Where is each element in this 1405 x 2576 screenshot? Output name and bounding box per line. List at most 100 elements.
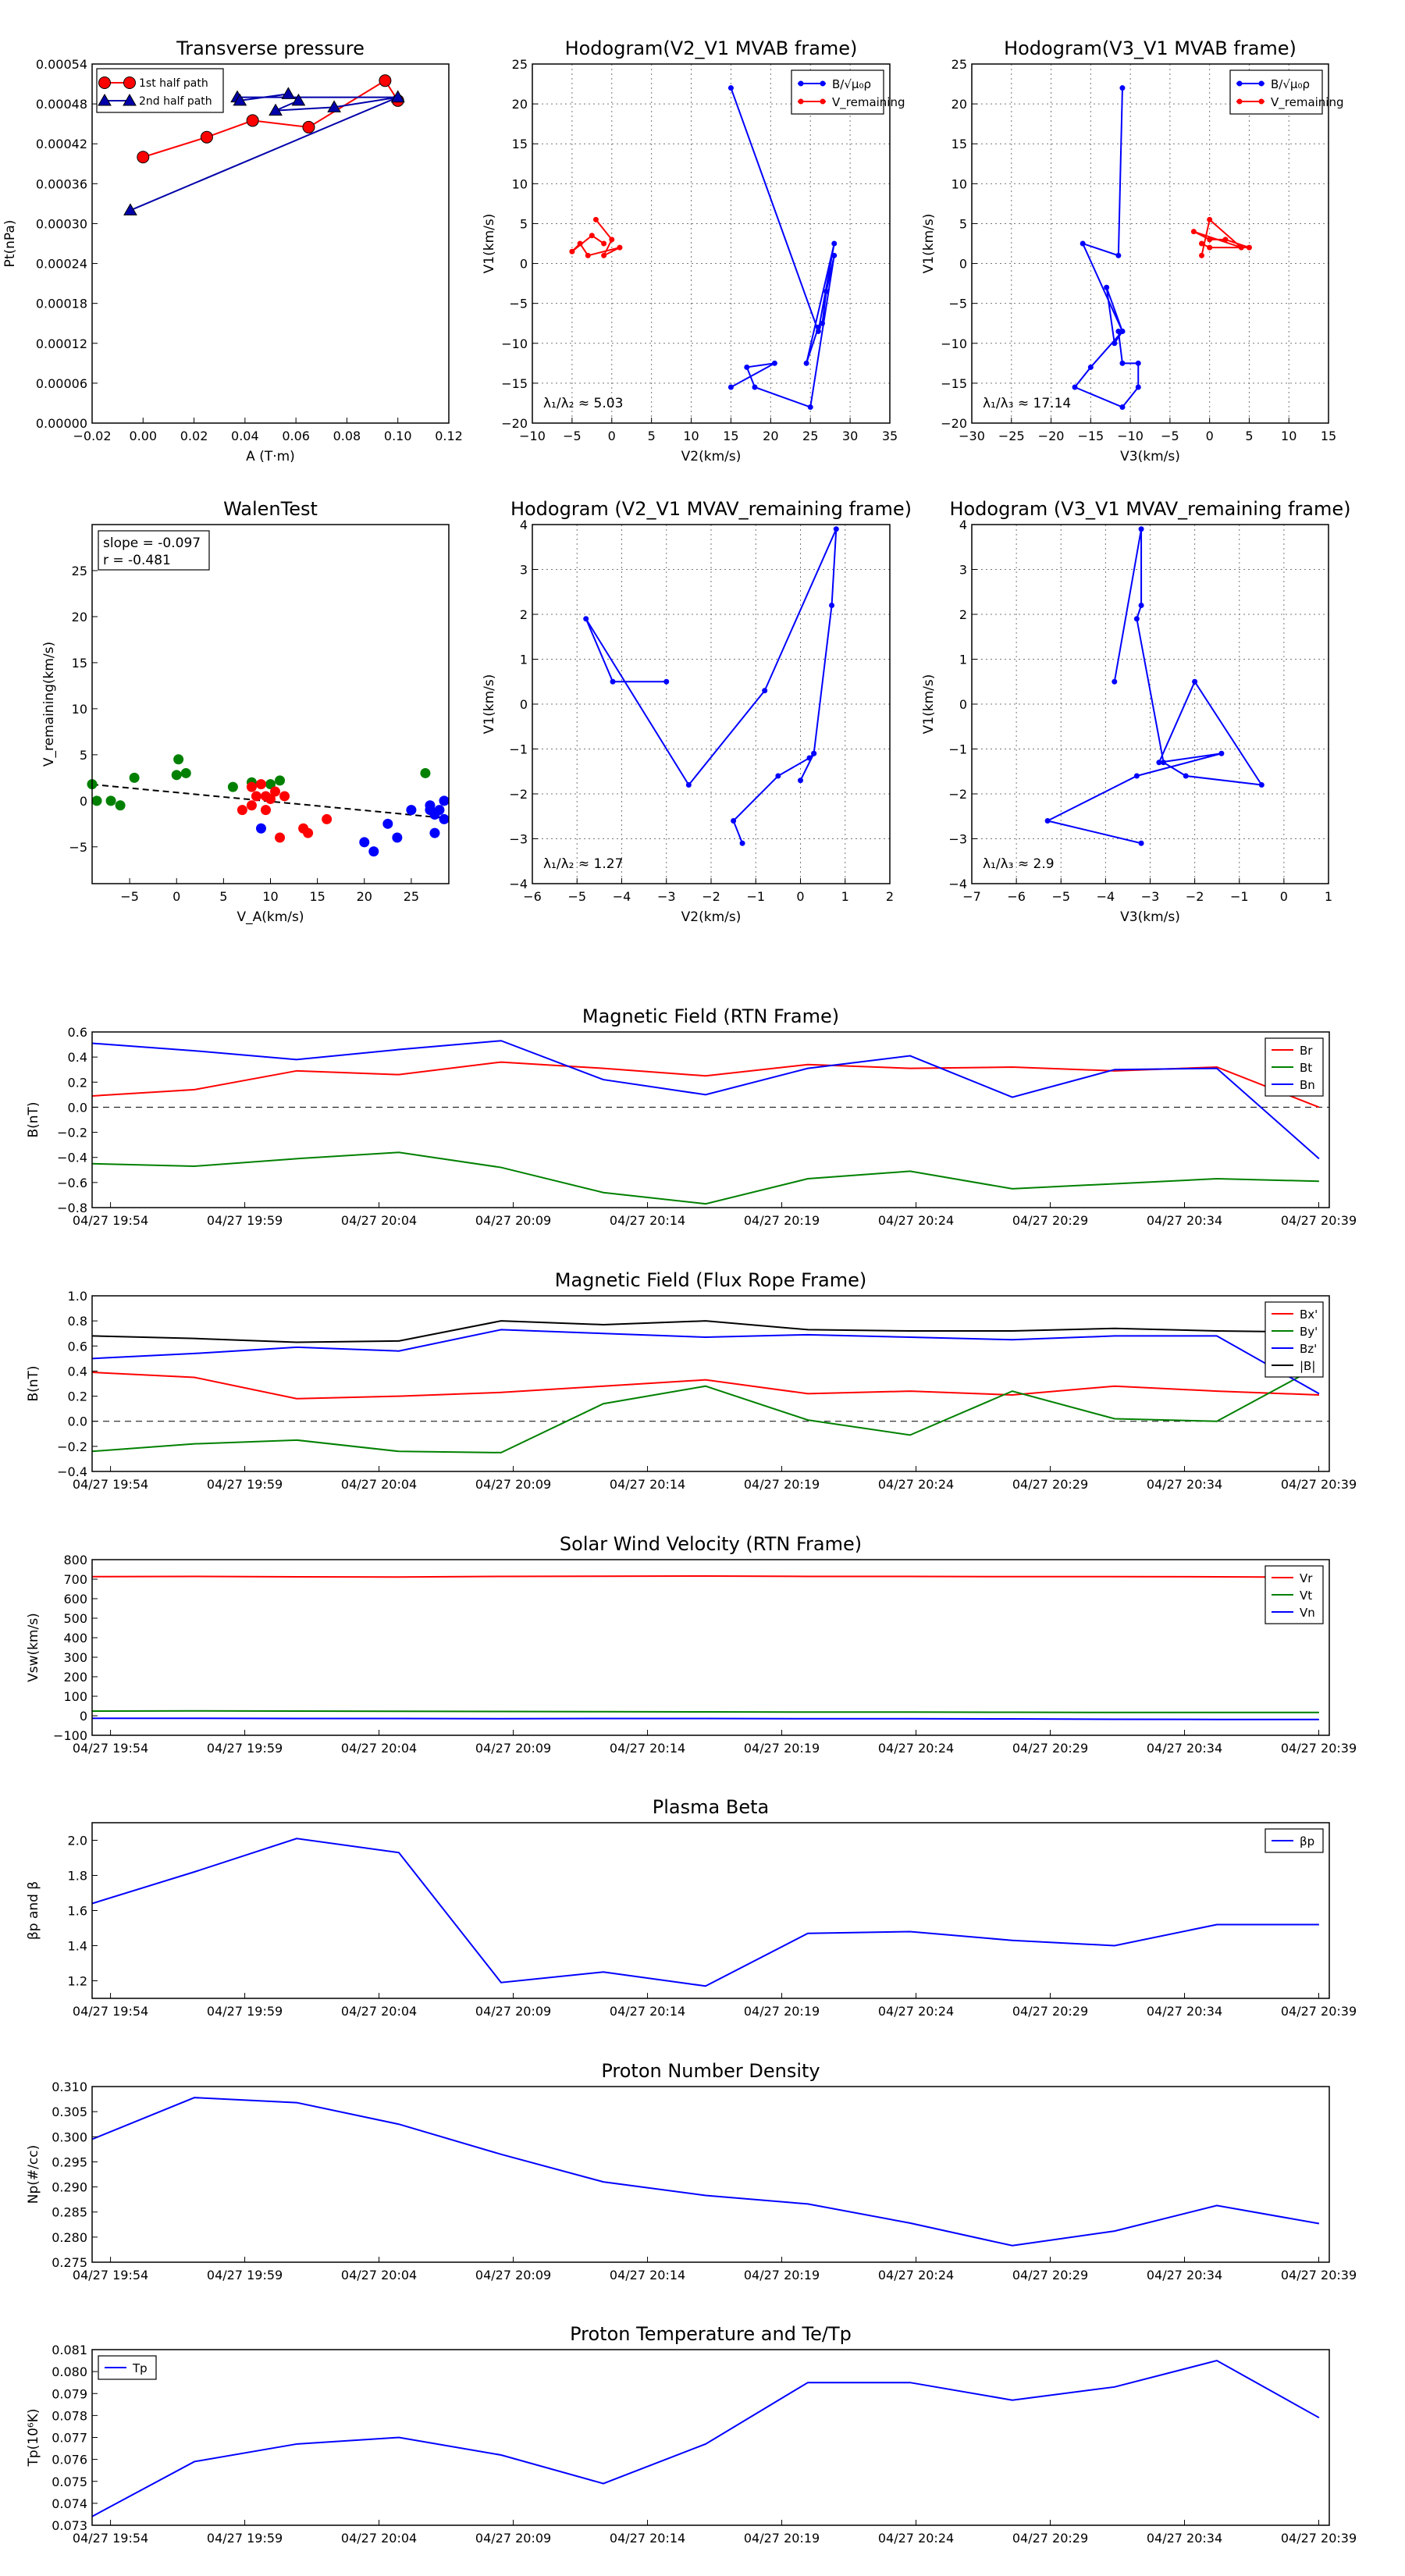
mag_fr-series-line <box>91 1365 1320 1453</box>
h3-point <box>811 750 817 756</box>
h2-legend-label: B/√μ₀ρ <box>1271 77 1310 91</box>
walen-ylabel: V_remaining(km/s) <box>41 642 57 767</box>
h2-point <box>1207 237 1213 243</box>
h2-xtick-label: 10 <box>1281 429 1297 443</box>
h2-point <box>1222 237 1229 243</box>
walen-point <box>429 809 440 820</box>
beta-xtick-label: 04/27 19:54 <box>73 2004 148 2019</box>
mag_fr-ytick-label: 0.8 <box>68 1314 87 1329</box>
vsw-plot-frame <box>91 1559 1330 1736</box>
mag_rtn-xtick-label: 04/27 20:29 <box>1012 1213 1088 1228</box>
beta-xtick-label: 04/27 20:14 <box>610 2004 685 2019</box>
walen-point <box>246 781 257 792</box>
walen-xtick-label: 5 <box>219 889 227 904</box>
h4-point <box>1112 678 1118 685</box>
mag_fr-legend-label: Bx' <box>1300 1308 1318 1322</box>
pt-legend-label: 2nd half path <box>139 95 212 108</box>
h2-legend-label: V_remaining <box>1271 95 1344 110</box>
pt-xtick-label: −0.02 <box>73 429 111 443</box>
h3-ytick-label: 3 <box>520 563 528 578</box>
mag_rtn-xtick-label: 04/27 20:04 <box>341 1213 417 1228</box>
h2-point <box>1119 85 1126 91</box>
h4-xtick-label: −2 <box>1186 889 1204 904</box>
walen-xlabel: V_A(km/s) <box>237 909 304 925</box>
h1-point <box>727 384 734 390</box>
tp-xtick-label: 04/27 20:39 <box>1281 2531 1357 2546</box>
np-xtick-label: 04/27 20:24 <box>878 2268 954 2282</box>
h1-point <box>771 360 777 366</box>
beta-xtick-label: 04/27 20:39 <box>1281 2004 1357 2019</box>
h4-xlabel: V3(km/s) <box>1120 909 1180 925</box>
h4-xtick-label: 1 <box>1325 889 1332 904</box>
h1-point <box>803 360 809 366</box>
h2-point <box>1119 404 1126 411</box>
walen-r-text: r = -0.481 <box>103 553 171 568</box>
h4-point <box>1183 773 1189 779</box>
beta-plot-frame <box>91 1822 1330 1999</box>
h4-point <box>1156 760 1162 766</box>
pt-point <box>137 151 150 164</box>
h2-xlabel: V3(km/s) <box>1120 449 1180 464</box>
np-ytick-label: 0.300 <box>52 2129 87 2144</box>
h4-ytick-label: 0 <box>959 697 967 712</box>
mag_fr-ytick-label: 1.0 <box>68 1289 87 1304</box>
beta-ytick-label: 1.8 <box>68 1869 87 1884</box>
h1-xtick-label: 35 <box>882 429 898 443</box>
mag_fr-ylabel: B(nT) <box>26 1365 41 1401</box>
pt-point <box>390 90 405 103</box>
tp-series-line <box>91 2359 1320 2517</box>
h2-legend: B/√μ₀ρ V_remaining <box>1229 69 1344 115</box>
vsw-xtick-label: 04/27 20:19 <box>744 1741 820 1756</box>
walen-point <box>255 779 266 790</box>
h3-xtick-label: 2 <box>886 889 894 904</box>
h2-point <box>1207 216 1213 222</box>
pt-point <box>327 100 341 112</box>
tp-ytick-label: 0.077 <box>52 2431 87 2446</box>
h1-point <box>569 248 575 254</box>
pt-ytick-label: 0.00000 <box>36 416 87 431</box>
h3-point <box>833 526 839 532</box>
mag_fr-legend-label: Bz' <box>1300 1342 1317 1356</box>
h4-xtick-label: −5 <box>1051 889 1070 904</box>
tp-ytick-label: 0.073 <box>52 2518 87 2533</box>
h1-point <box>819 320 825 326</box>
np-series-line <box>91 2097 1320 2247</box>
h2-xtick-label: 5 <box>1245 429 1253 443</box>
walen-point <box>275 832 286 843</box>
h2-ytick-label: −5 <box>948 297 967 311</box>
pt-point <box>281 87 296 99</box>
pt-ytick-label: 0.00054 <box>36 57 87 72</box>
h1-xtick-label: 10 <box>683 429 699 443</box>
np-ytick-label: 0.290 <box>52 2180 87 2195</box>
h1-annotation: λ₁/λ₂ ≈ 5.03 <box>543 396 623 411</box>
walen-xtick-label: 10 <box>262 889 278 904</box>
np-xtick-label: 04/27 20:14 <box>610 2268 685 2282</box>
mag_fr-xtick-label: 04/27 20:29 <box>1012 1477 1088 1492</box>
h4-xtick-label: −1 <box>1230 889 1249 904</box>
h2-xtick-label: −25 <box>998 429 1025 443</box>
mag_fr-legend-label: By' <box>1300 1325 1318 1339</box>
mag_fr-series-line <box>91 1320 1319 1343</box>
vsw-xtick-label: 04/27 20:14 <box>610 1741 685 1756</box>
h3-ytick-label: 2 <box>520 607 528 622</box>
mag_rtn-xtick-label: 04/27 20:34 <box>1147 1213 1222 1228</box>
np-xtick-label: 04/27 20:29 <box>1012 2268 1088 2282</box>
h2-ylabel: V1(km/s) <box>921 214 937 274</box>
mag_fr-series-line <box>91 1329 1320 1395</box>
walen-point <box>270 786 281 797</box>
np-xtick-label: 04/27 19:59 <box>207 2268 283 2282</box>
walen-point <box>251 791 261 802</box>
pt-point <box>302 120 315 133</box>
h3-ylabel: V1(km/s) <box>482 674 497 735</box>
tp-xtick-label: 04/27 20:34 <box>1147 2531 1222 2546</box>
h2-point <box>1246 244 1252 251</box>
pt-point <box>291 93 306 106</box>
h1-point <box>601 240 607 247</box>
mag_fr-xtick-label: 04/27 20:39 <box>1281 1477 1357 1492</box>
h1-point <box>831 252 838 258</box>
mag_rtn-chart: Magnetic Field (RTN Frame) 04/27 19:54 04/… <box>26 1005 1357 1228</box>
h1-xlabel: V2(km/s) <box>681 449 742 464</box>
np-ytick-label: 0.275 <box>52 2255 87 2270</box>
h3-point <box>685 782 692 788</box>
